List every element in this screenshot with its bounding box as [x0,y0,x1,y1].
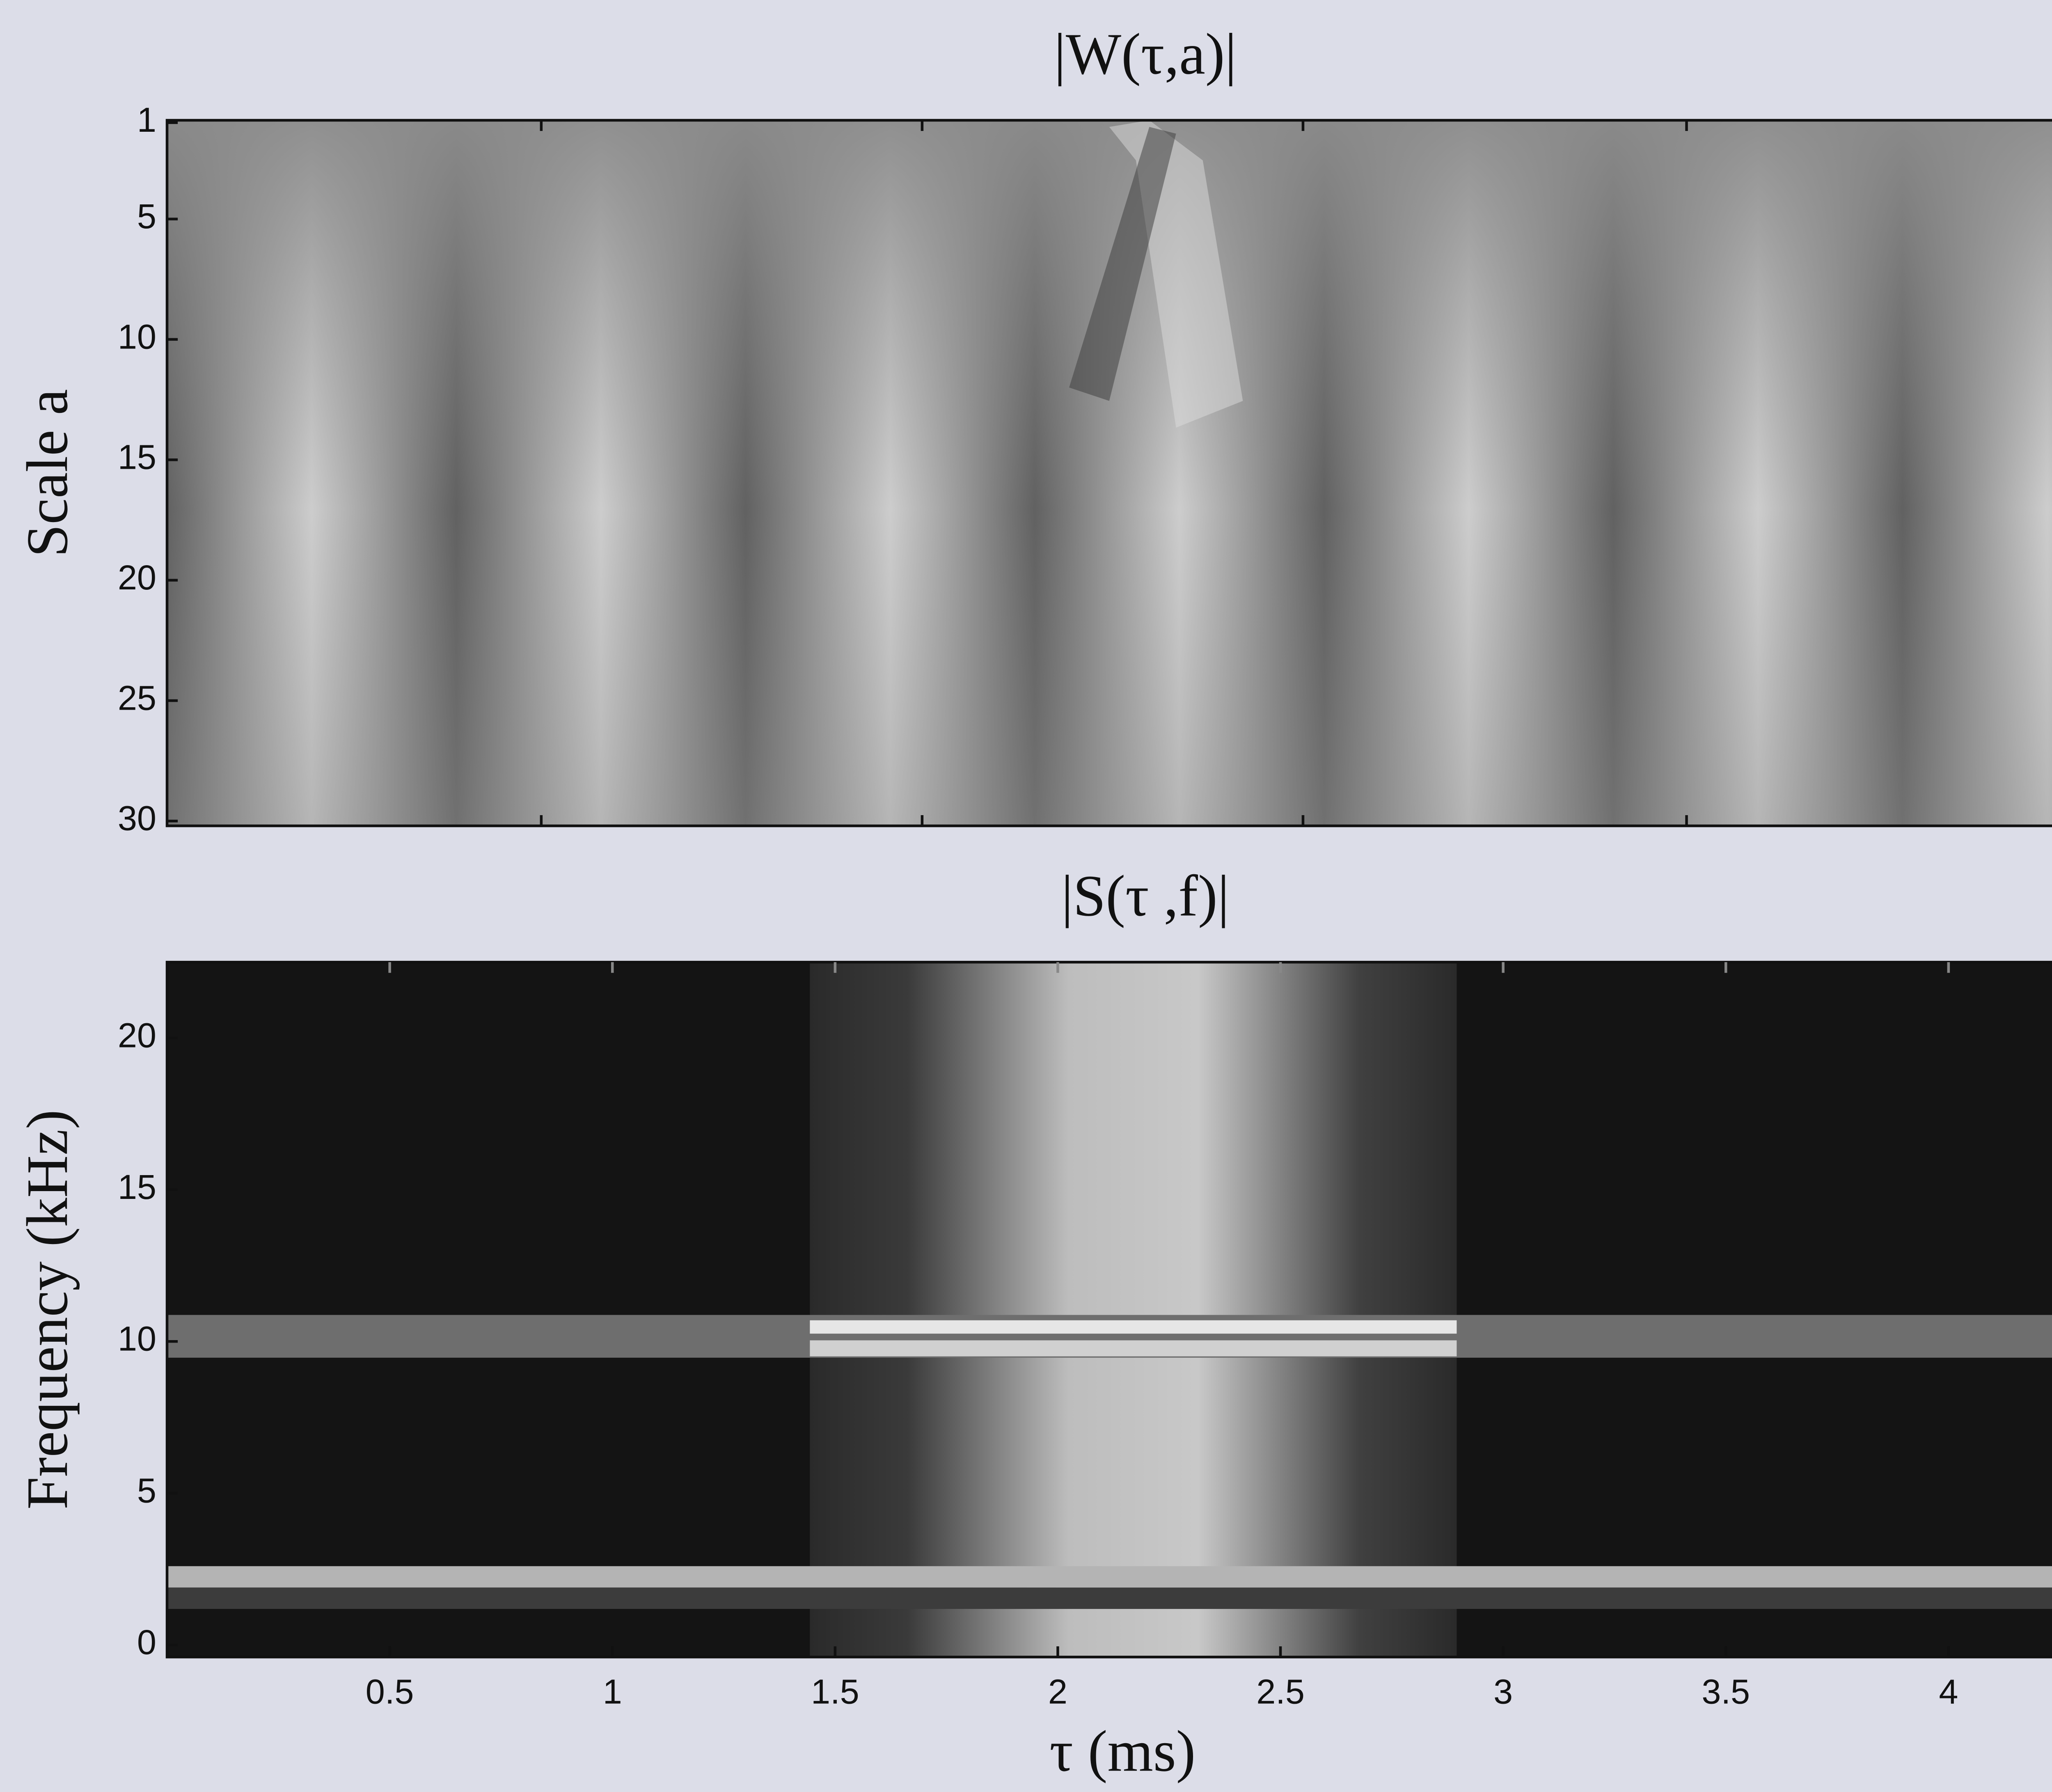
x-tick-label: 3 [1493,1672,1513,1711]
y-tick-label: 15 [118,1167,156,1206]
y-tick-label: 15 [118,438,156,477]
y-tick-label: 20 [118,558,156,597]
y-axis-label: Scale a [14,389,80,557]
y-tick-label: 0 [137,1622,156,1661]
x-tick-label: 1 [603,1672,622,1711]
y-tick-label: 10 [118,1319,156,1358]
y-tick-label: 30 [118,799,156,838]
x-tick-label: 2 [1048,1672,1067,1711]
y-tick-label: 20 [118,1015,156,1054]
y-tick-label: 5 [137,1471,156,1510]
x-tick-label: 0.5 [366,1672,414,1711]
wavelet-image [167,120,2052,826]
figure: |W(τ,a)|Scale a151015202530|S(τ ,f)|Freq… [0,0,2052,1792]
y-tick-label: 1 [137,100,156,139]
x-tick-label: 4 [1939,1672,1958,1711]
panel-title: |S(τ ,f)| [1061,863,1229,928]
spectrogram-image [167,962,2052,1657]
x-tick-label: 1.5 [811,1672,859,1711]
x-tick-label: 3.5 [1702,1672,1750,1711]
page: {"chart_data": [ {"type": "heatmap", "ti… [0,0,2052,1792]
y-tick-label: 5 [137,197,156,236]
x-axis-label: τ (ms) [1049,1718,1195,1783]
y-axis-label: Frequency (kHz) [14,1109,80,1509]
x-tick-label: 2.5 [1256,1672,1305,1711]
y-tick-label: 10 [118,317,156,356]
panel-title: |W(τ,a)| [1054,21,1237,86]
y-tick-label: 25 [118,678,156,717]
